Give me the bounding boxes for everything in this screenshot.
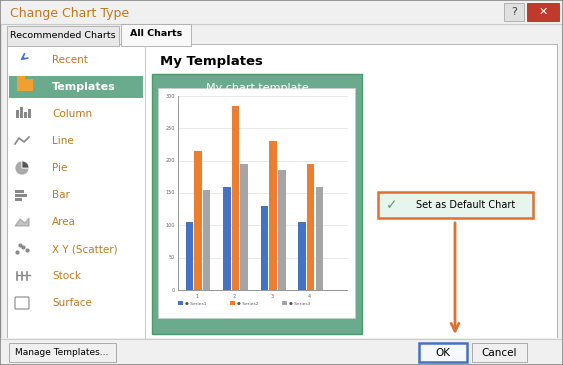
Bar [152,74,362,334]
Text: Cancel: Cancel [481,347,517,357]
Polygon shape [15,218,29,226]
Text: 1: 1 [195,294,198,299]
Text: Line: Line [52,136,74,146]
Bar [282,301,287,305]
Text: 250: 250 [166,126,175,131]
Bar [230,301,235,305]
Bar [15,194,27,197]
Bar [122,44,190,46]
Bar [232,106,239,290]
Bar [15,198,22,201]
Bar [158,88,355,318]
Wedge shape [15,161,29,175]
Bar [419,343,467,362]
Text: Pie: Pie [52,163,68,173]
Text: ✕: ✕ [538,7,548,17]
Bar [504,3,524,21]
Bar [7,44,557,340]
Text: Recent: Recent [52,55,88,65]
Bar [472,343,527,362]
Bar [17,79,33,91]
Bar [9,343,116,362]
Text: 100: 100 [166,223,175,228]
Bar [186,222,193,290]
Text: ● Series3: ● Series3 [289,302,311,306]
Bar [240,164,248,290]
Text: Change Chart Type: Change Chart Type [10,7,129,19]
Bar [194,151,202,290]
Text: Stock: Stock [52,271,81,281]
Bar [178,301,183,305]
Text: Recommended Charts: Recommended Charts [10,31,116,41]
Text: X Y (Scatter): X Y (Scatter) [52,244,118,254]
Text: 200: 200 [166,158,175,163]
Text: 0: 0 [172,288,175,292]
Bar [307,164,314,290]
Text: All Charts: All Charts [130,30,182,38]
Bar [0,338,563,365]
Bar [7,26,119,46]
Bar [261,206,268,290]
Text: ● Series2: ● Series2 [237,302,258,306]
Bar [20,107,23,118]
Bar [15,190,24,193]
Text: Bar: Bar [52,190,70,200]
Bar [16,110,19,118]
Bar [9,76,143,98]
Text: ✓: ✓ [386,198,398,212]
Bar [17,76,25,80]
Bar [378,192,533,218]
Bar [24,112,27,118]
Bar [298,222,306,290]
Text: ?: ? [511,7,517,17]
Text: 3: 3 [270,294,274,299]
Text: 2: 2 [233,294,236,299]
Bar [316,187,323,290]
Bar [203,190,211,290]
Bar [269,141,277,290]
Text: My chart template: My chart template [205,83,309,93]
Text: Templates: Templates [52,82,116,92]
Text: 150: 150 [166,191,175,196]
Bar [527,3,559,21]
Text: 300: 300 [166,93,175,99]
Bar [278,170,285,290]
Text: 50: 50 [169,255,175,260]
Text: Area: Area [52,217,76,227]
Text: Surface: Surface [52,298,92,308]
Text: Set as Default Chart: Set as Default Chart [417,200,516,210]
Bar [28,109,31,118]
Bar [223,187,231,290]
Text: Manage Templates...: Manage Templates... [15,348,109,357]
Text: My Templates: My Templates [160,55,263,69]
Text: ● Series1: ● Series1 [185,302,207,306]
Bar [0,0,563,25]
Wedge shape [22,161,29,168]
Text: Column: Column [52,109,92,119]
Bar [121,24,191,46]
Text: OK: OK [436,347,450,357]
Text: 4: 4 [308,294,311,299]
